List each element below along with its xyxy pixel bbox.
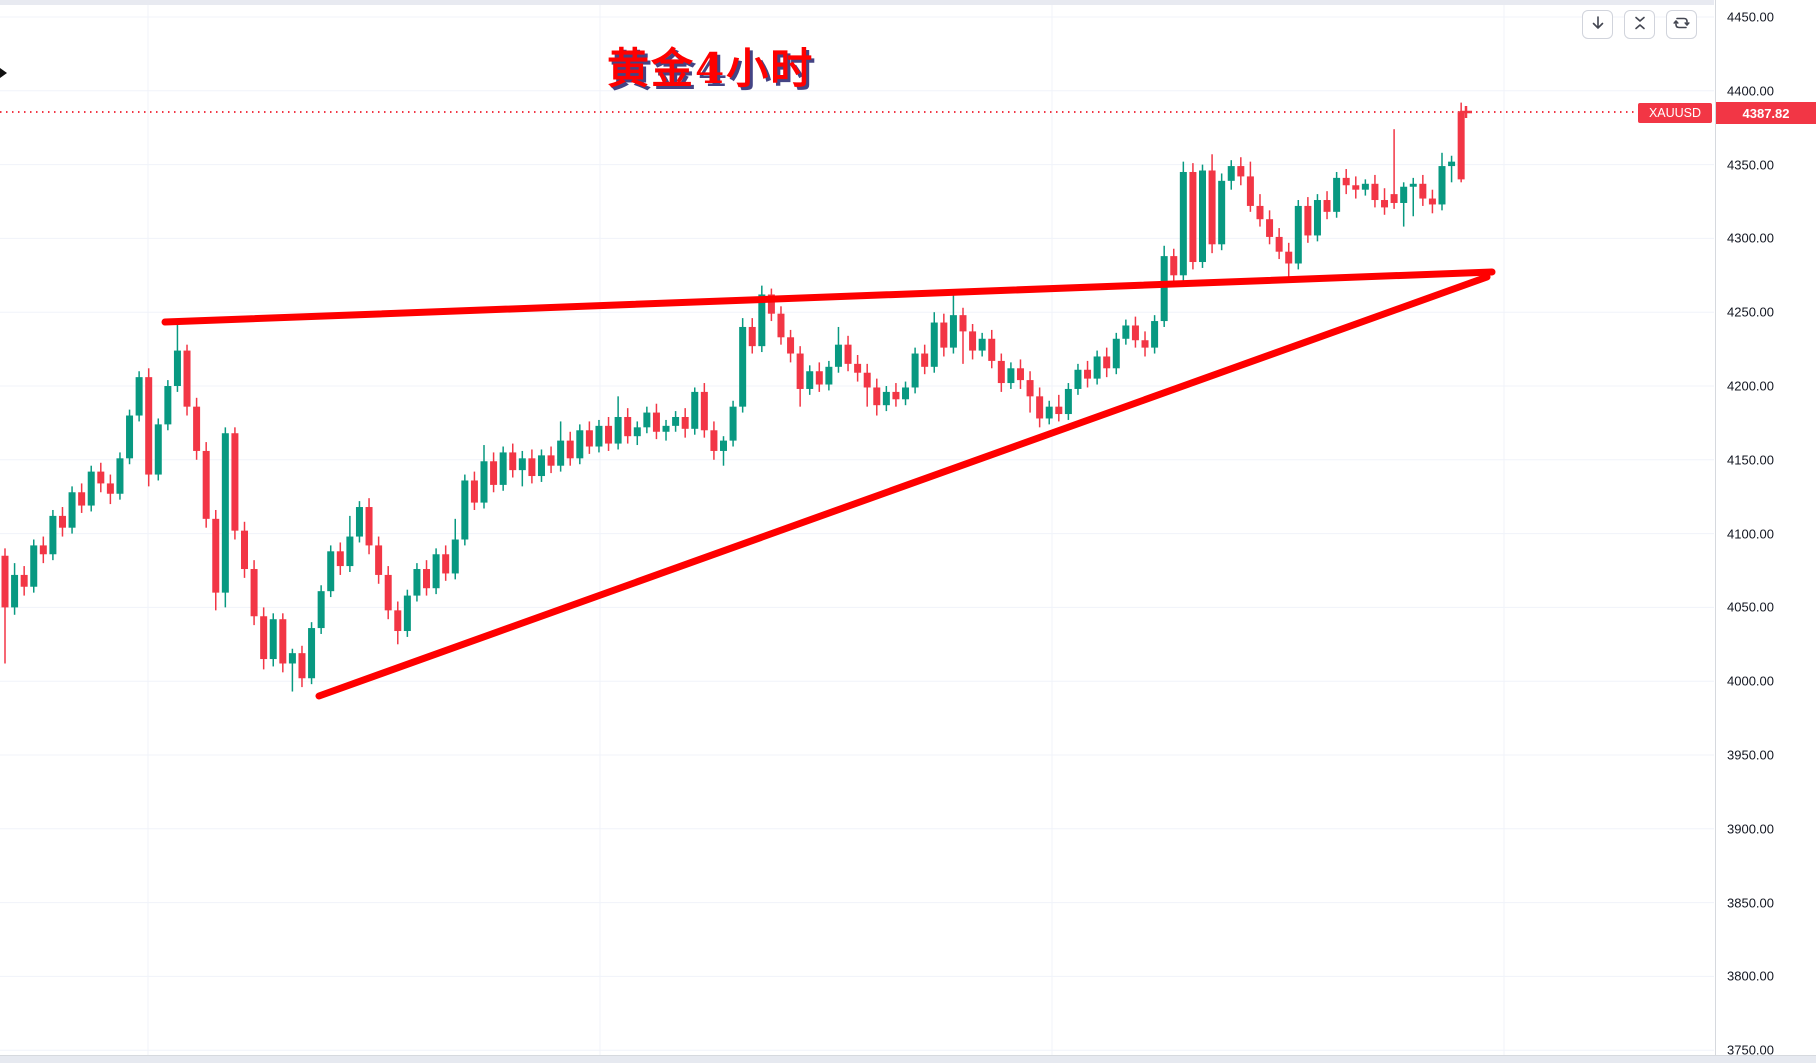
price-axis-label: 3850.00: [1727, 895, 1774, 911]
price-axis-label: 3900.00: [1727, 821, 1774, 837]
last-price-flag: 4387.82: [1716, 102, 1816, 124]
trendline-drawings[interactable]: [161, 268, 1496, 700]
chart-title-annotation[interactable]: 黄金4小时: [607, 44, 815, 93]
price-axis-label: 4350.00: [1727, 157, 1774, 173]
collapse-vertical-icon: [1632, 15, 1648, 34]
candlestick-chart[interactable]: [0, 0, 1716, 1063]
price-axis-label: 4150.00: [1727, 452, 1774, 468]
candles: [1, 102, 1465, 692]
price-axis[interactable]: 4450.00 4400.00 4350.00 4300.00 4250.00 4200.…: [1715, 0, 1816, 1058]
fit-content-button[interactable]: [1624, 10, 1655, 39]
arrow-down-icon: [1590, 15, 1606, 34]
time-axis-strip[interactable]: [0, 1055, 1816, 1063]
reset-view-button[interactable]: [1666, 10, 1697, 39]
scroll-to-newest-button[interactable]: [1582, 10, 1613, 39]
price-axis-label: 3800.00: [1727, 968, 1774, 984]
price-axis-label: 3750.00: [1727, 1042, 1774, 1058]
chart-toolbar: [1582, 10, 1697, 39]
price-axis-label: 4300.00: [1727, 230, 1774, 246]
left-edge-arrow-icon: [0, 68, 7, 78]
symbol-flag: XAUUSD: [1638, 103, 1712, 123]
price-cross-marker: [1460, 106, 1472, 118]
price-axis-label: 4050.00: [1727, 599, 1774, 615]
price-axis-label: 4250.00: [1727, 304, 1774, 320]
price-axis-label: 4400.00: [1727, 83, 1774, 99]
gridlines: [0, 5, 1714, 1055]
price-axis-label: 4200.00: [1727, 378, 1774, 394]
top-chrome-bar: [0, 0, 1714, 5]
reset-loop-icon: [1673, 15, 1690, 34]
price-axis-label: 4450.00: [1727, 9, 1774, 25]
price-axis-label: 4100.00: [1727, 526, 1774, 542]
price-axis-label: 3950.00: [1727, 747, 1774, 763]
price-axis-label: 4000.00: [1727, 673, 1774, 689]
